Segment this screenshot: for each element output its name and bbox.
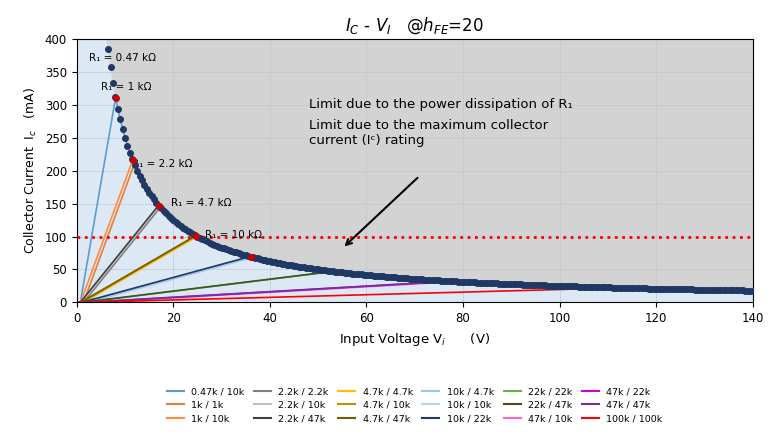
Text: R₁ = 10 kΩ: R₁ = 10 kΩ bbox=[205, 230, 262, 240]
Title: $I_C$ - $V_I$   @$h_{FE}$=20: $I_C$ - $V_I$ @$h_{FE}$=20 bbox=[346, 15, 484, 36]
Y-axis label: Collector Current  I$_c$   (mA): Collector Current I$_c$ (mA) bbox=[23, 87, 39, 254]
Text: R₁ = 0.47 kΩ: R₁ = 0.47 kΩ bbox=[89, 54, 156, 64]
Text: Limit due to the maximum collector
current (Iᶜ) rating: Limit due to the maximum collector curre… bbox=[309, 119, 548, 147]
Text: R₁ = 2.2 kΩ: R₁ = 2.2 kΩ bbox=[132, 159, 193, 169]
X-axis label: Input Voltage V$_i$      (V): Input Voltage V$_i$ (V) bbox=[339, 330, 490, 348]
Text: R₁ = 4.7 kΩ: R₁ = 4.7 kΩ bbox=[171, 198, 231, 208]
Text: R₁ = 1 kΩ: R₁ = 1 kΩ bbox=[101, 83, 151, 92]
Text: Limit due to the power dissipation of R₁: Limit due to the power dissipation of R₁ bbox=[309, 98, 572, 111]
Legend: 0.47k / 10k, 1k / 1k, 1k / 10k, 2.2k / 2.2k, 2.2k / 10k, 2.2k / 47k, 4.7k / 4.7k: 0.47k / 10k, 1k / 1k, 1k / 10k, 2.2k / 2… bbox=[163, 383, 667, 427]
